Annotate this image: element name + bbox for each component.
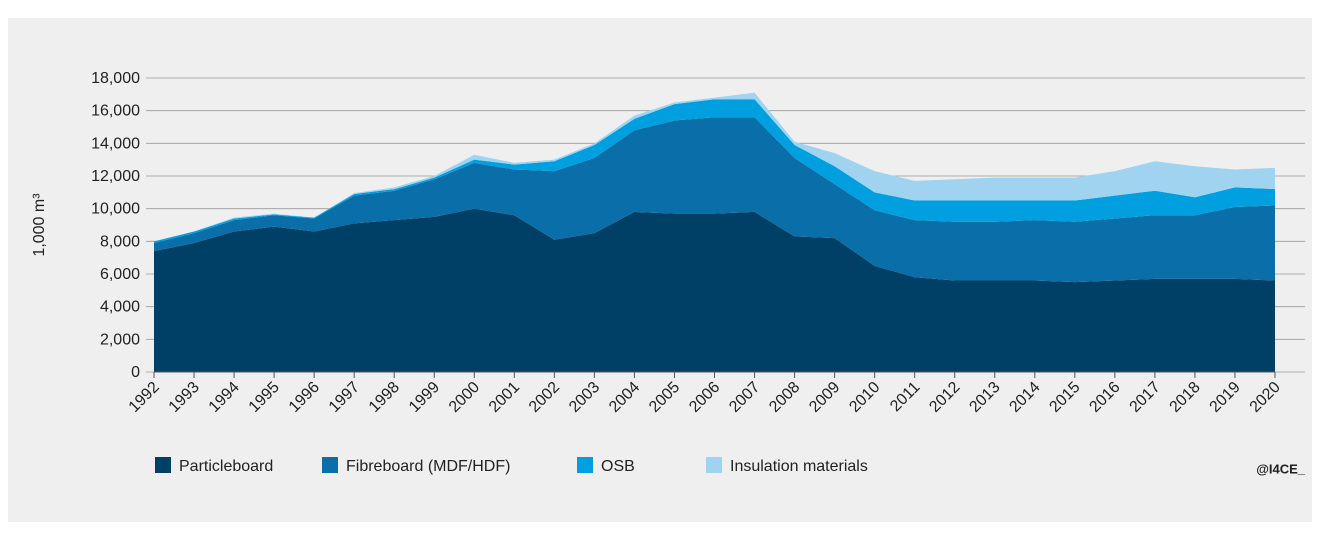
legend-swatch <box>706 457 722 473</box>
y-tick-label: 14,000 <box>91 135 140 152</box>
y-tick-label: 10,000 <box>91 201 140 218</box>
legend-swatch <box>577 457 593 473</box>
y-tick-label: 6,000 <box>100 266 140 283</box>
y-tick-label: 16,000 <box>91 103 140 120</box>
y-tick-label: 18,000 <box>91 70 140 87</box>
legend-swatch <box>155 457 171 473</box>
y-axis-label: 1,000 m³ <box>31 193 48 257</box>
y-tick-label: 8,000 <box>100 233 140 250</box>
y-tick-label: 2,000 <box>100 331 140 348</box>
source: @I4CE_ <box>1256 461 1306 476</box>
area <box>154 117 1275 283</box>
legend-label: Insulation materials <box>730 458 868 475</box>
legend-label: Fibreboard (MDF/HDF) <box>346 458 510 475</box>
y-tick-label: 4,000 <box>100 299 140 316</box>
legend-label: OSB <box>601 458 635 475</box>
area <box>154 208 1275 372</box>
area <box>154 99 1275 243</box>
legend-label: Particleboard <box>179 458 273 475</box>
y-tick-label: 12,000 <box>91 168 140 185</box>
legend-swatch <box>322 457 338 473</box>
y-tick-label: 0 <box>131 364 140 381</box>
